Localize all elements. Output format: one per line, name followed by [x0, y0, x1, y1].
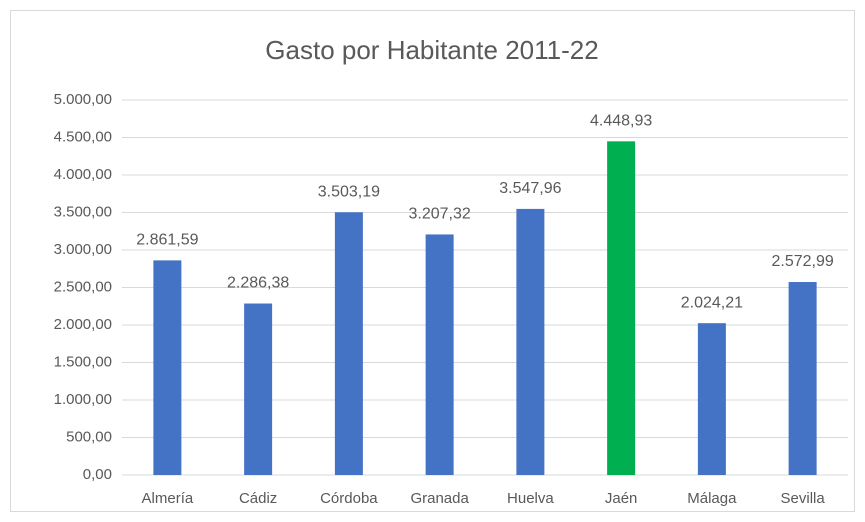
x-tick-label: Córdoba: [320, 490, 378, 507]
y-tick-label: 4.000,00: [54, 166, 112, 183]
bar: [607, 141, 636, 475]
y-tick-label: 5.000,00: [54, 91, 112, 108]
data-label: 2.861,59: [136, 232, 198, 249]
y-tick-label: 2.500,00: [54, 278, 112, 295]
bar: [153, 260, 182, 475]
x-tick-label: Granada: [410, 490, 469, 507]
bar: [516, 208, 545, 475]
data-label: 3.503,19: [318, 183, 380, 200]
data-label: 2.286,38: [227, 275, 289, 292]
x-tick-label: Jaén: [605, 490, 638, 507]
y-tick-label: 4.500,00: [54, 128, 112, 145]
y-tick-label: 1.000,00: [54, 391, 112, 408]
x-tick-label: Almería: [142, 490, 194, 507]
bar: [788, 282, 817, 475]
y-tick-label: 2.000,00: [54, 316, 112, 333]
x-tick-label: Málaga: [687, 490, 737, 507]
x-tick-label: Cádiz: [239, 490, 277, 507]
bar: [244, 303, 273, 475]
x-tick-label: Sevilla: [781, 490, 826, 507]
bar: [697, 323, 726, 475]
y-tick-label: 500,00: [66, 428, 112, 445]
y-tick-label: 3.000,00: [54, 241, 112, 258]
data-label: 3.207,32: [408, 206, 470, 223]
chart-title: Gasto por Habitante 2011-22: [265, 35, 598, 65]
data-label: 2.572,99: [771, 253, 833, 270]
bar: [425, 234, 454, 475]
data-label: 4.448,93: [590, 113, 652, 130]
y-tick-label: 3.500,00: [54, 203, 112, 220]
data-label: 3.547,96: [499, 180, 561, 197]
x-tick-label: Huelva: [507, 490, 554, 507]
bar: [334, 212, 363, 476]
data-label: 2.024,21: [681, 294, 743, 311]
y-tick-label: 1.500,00: [54, 353, 112, 370]
y-tick-label: 0,00: [83, 466, 112, 483]
